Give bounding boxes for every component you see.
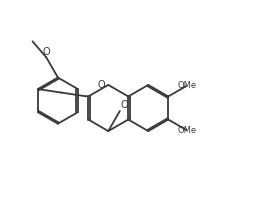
Text: O: O <box>43 48 50 57</box>
Text: OMe: OMe <box>178 126 197 135</box>
Text: O: O <box>121 100 129 110</box>
Text: O: O <box>97 80 105 90</box>
Text: OMe: OMe <box>178 81 197 90</box>
